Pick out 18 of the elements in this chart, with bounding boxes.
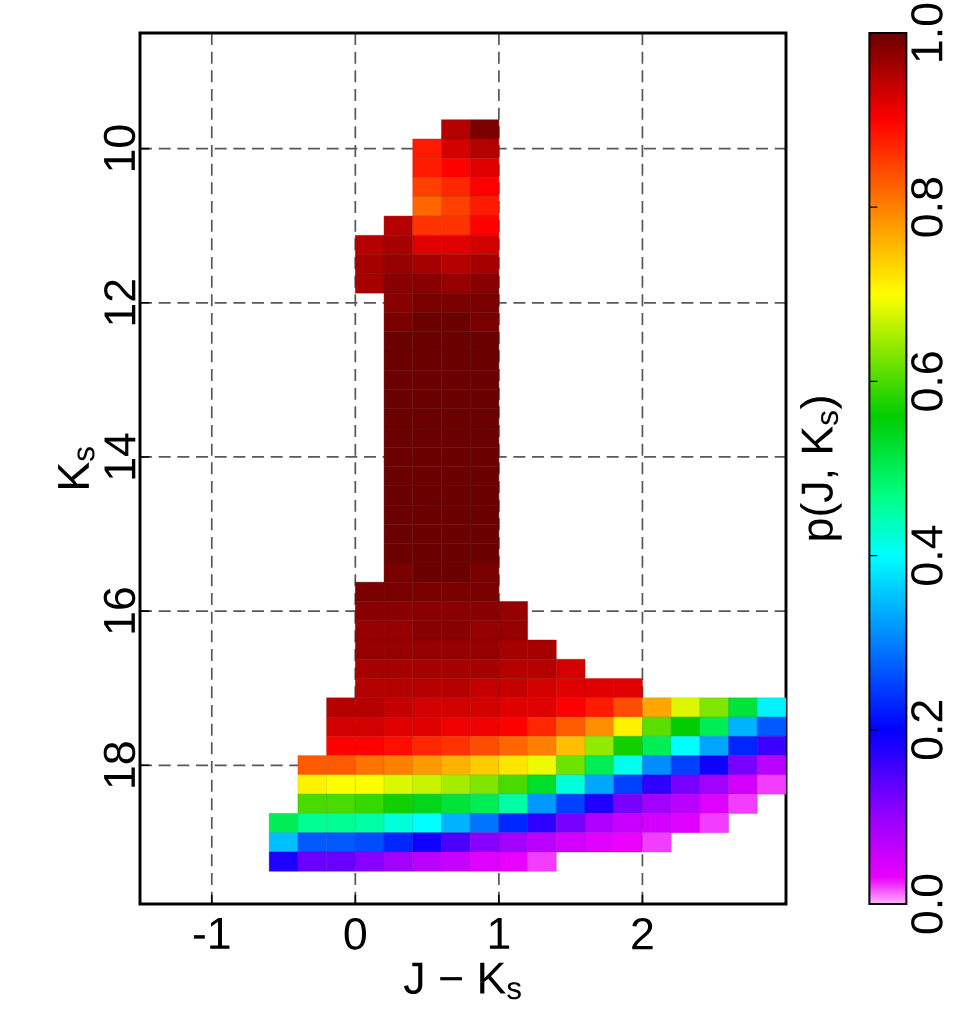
color-bar-label: 1.0 xyxy=(911,3,943,61)
color-bar-title: p(J, K$_{s}$) xyxy=(800,397,842,540)
y-tick-label: 18 xyxy=(103,742,136,787)
color-bar-label: 0.8 xyxy=(911,178,943,237)
x-tick-label: 1 xyxy=(489,918,510,949)
y-tick-label: 16 xyxy=(103,588,136,633)
color-bar-label: 0.2 xyxy=(911,700,943,760)
y-tick-label: 12 xyxy=(104,280,136,325)
color-bar-label: 0.4 xyxy=(911,525,943,585)
y-axis-title: K$_{s}$ xyxy=(58,447,95,488)
y-tick-label: 10 xyxy=(103,125,136,171)
color-bar-label: 0.0 xyxy=(911,874,943,934)
x-tick-label: -1 xyxy=(193,918,230,949)
x-tick-label: 2 xyxy=(632,918,653,950)
x-axis-title: J − K$_{s}$ xyxy=(404,962,521,1000)
y-tick-label: 14 xyxy=(104,433,136,479)
color-bar-label: 0.6 xyxy=(911,352,943,411)
x-tick-label: 0 xyxy=(344,918,367,950)
